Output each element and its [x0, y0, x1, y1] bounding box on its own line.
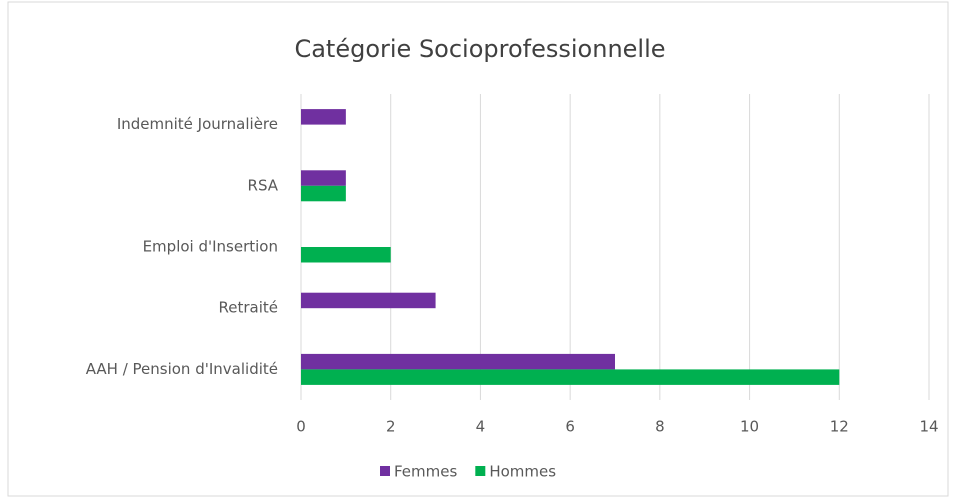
y-tick-label: Emploi d'Insertion: [143, 238, 278, 256]
bar: [301, 247, 391, 263]
x-tick-label: 12: [830, 418, 849, 436]
bar: [301, 109, 346, 125]
legend-label: Hommes: [489, 463, 556, 481]
bar: [301, 353, 615, 370]
x-tick-label: 0: [296, 418, 306, 436]
x-tick-label: 10: [740, 418, 759, 436]
x-tick-label: 8: [655, 418, 665, 436]
legend-label: Femmes: [394, 463, 457, 481]
chart-border: [7, 1, 949, 497]
y-tick-label: RSA: [248, 176, 279, 194]
bar: [301, 185, 346, 202]
legend-swatch: [475, 466, 486, 476]
y-tick-label: Indemnité Journalière: [117, 115, 278, 133]
x-tick-label: 4: [476, 418, 486, 436]
y-tick-label: Retraité: [219, 299, 279, 317]
legend-swatch: [380, 466, 390, 476]
bar: [301, 369, 840, 385]
x-tick-label: 2: [386, 418, 396, 436]
y-tick-label: AAH / Pension d'Invalidité: [86, 360, 278, 378]
chart-title: Catégorie Socioprofessionnelle: [294, 35, 665, 63]
bar: [301, 292, 436, 309]
bar: [301, 170, 346, 186]
x-tick-label: 14: [919, 418, 938, 436]
x-tick-label: 6: [565, 418, 575, 436]
